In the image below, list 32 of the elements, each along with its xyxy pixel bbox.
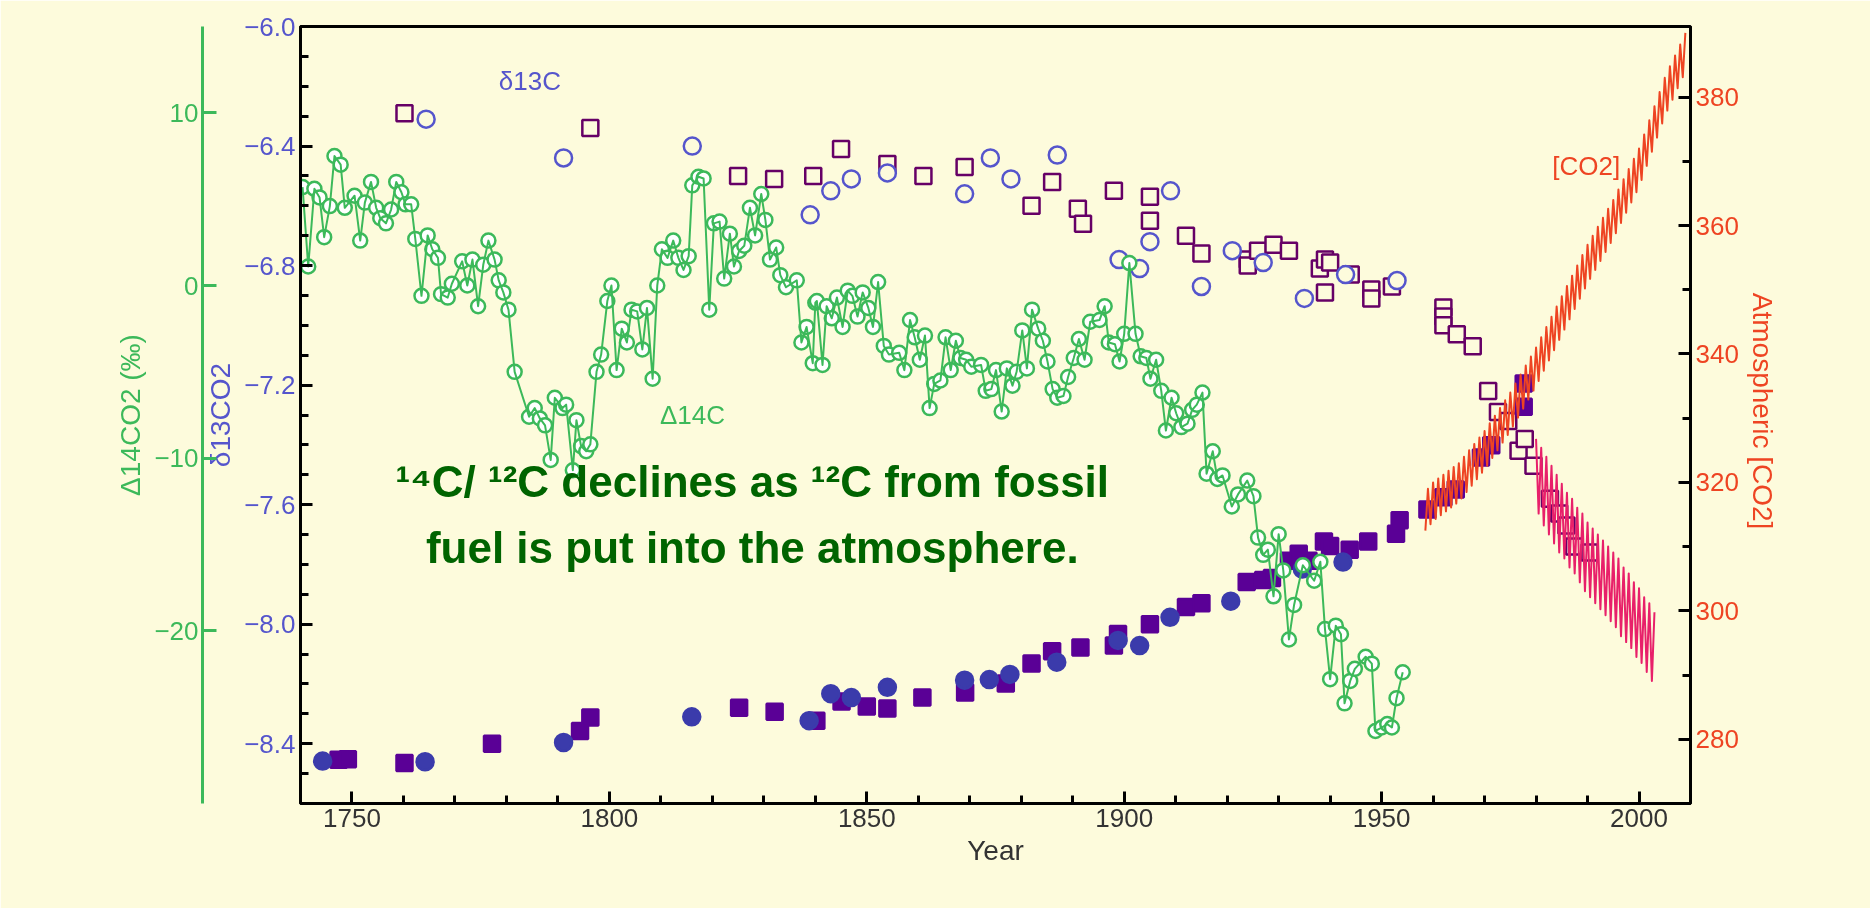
y-tick-label: −6.8 bbox=[244, 250, 296, 281]
y-tick-label: −8.0 bbox=[244, 609, 296, 640]
y-tick-label: −8.4 bbox=[244, 728, 296, 759]
y3-tick-label: 10 bbox=[169, 97, 199, 128]
y-tick-label: −6.4 bbox=[244, 131, 296, 162]
x-tick-label: 1750 bbox=[323, 802, 381, 833]
annotation: ¹⁴C/ ¹²C declines as ¹²C from fossil bbox=[395, 456, 1110, 506]
x-axis-title: Year bbox=[967, 834, 1024, 866]
y2-tick-label: 360 bbox=[1695, 210, 1739, 241]
y-axis-title: δ13CO2 bbox=[205, 362, 237, 468]
series-label: [CO2] bbox=[1552, 151, 1621, 182]
y2-tick-label: 320 bbox=[1695, 467, 1739, 498]
y3-tick-label: 0 bbox=[184, 270, 199, 301]
x-tick-label: 1800 bbox=[580, 802, 639, 833]
annotation: fuel is put into the atmosphere. bbox=[425, 522, 1079, 572]
y2-tick-label: 380 bbox=[1695, 82, 1739, 113]
y3-axis-title: Δ14CO2 (‰) bbox=[115, 334, 147, 496]
x-tick-label: 1900 bbox=[1095, 802, 1154, 833]
x-tick-label: 1850 bbox=[837, 802, 896, 833]
y-tick-label: −7.2 bbox=[244, 370, 296, 401]
text: δ13C bbox=[498, 65, 561, 96]
x-tick-label: 2000 bbox=[1610, 802, 1668, 833]
y2-tick-label: 280 bbox=[1695, 724, 1739, 755]
x-tick-label: 1950 bbox=[1352, 802, 1411, 833]
y2-tick-label: 300 bbox=[1695, 595, 1739, 626]
y2-axis-title: Atmospheric [CO2] bbox=[1746, 292, 1778, 530]
y3-tick-label: −20 bbox=[154, 615, 199, 646]
y-tick-label: −6.0 bbox=[244, 11, 296, 42]
series-label: Δ14C bbox=[659, 400, 726, 430]
y2-tick-label: 340 bbox=[1695, 339, 1739, 369]
y3-tick-label: −10 bbox=[154, 443, 199, 474]
y-tick-label: −7.6 bbox=[244, 489, 296, 520]
